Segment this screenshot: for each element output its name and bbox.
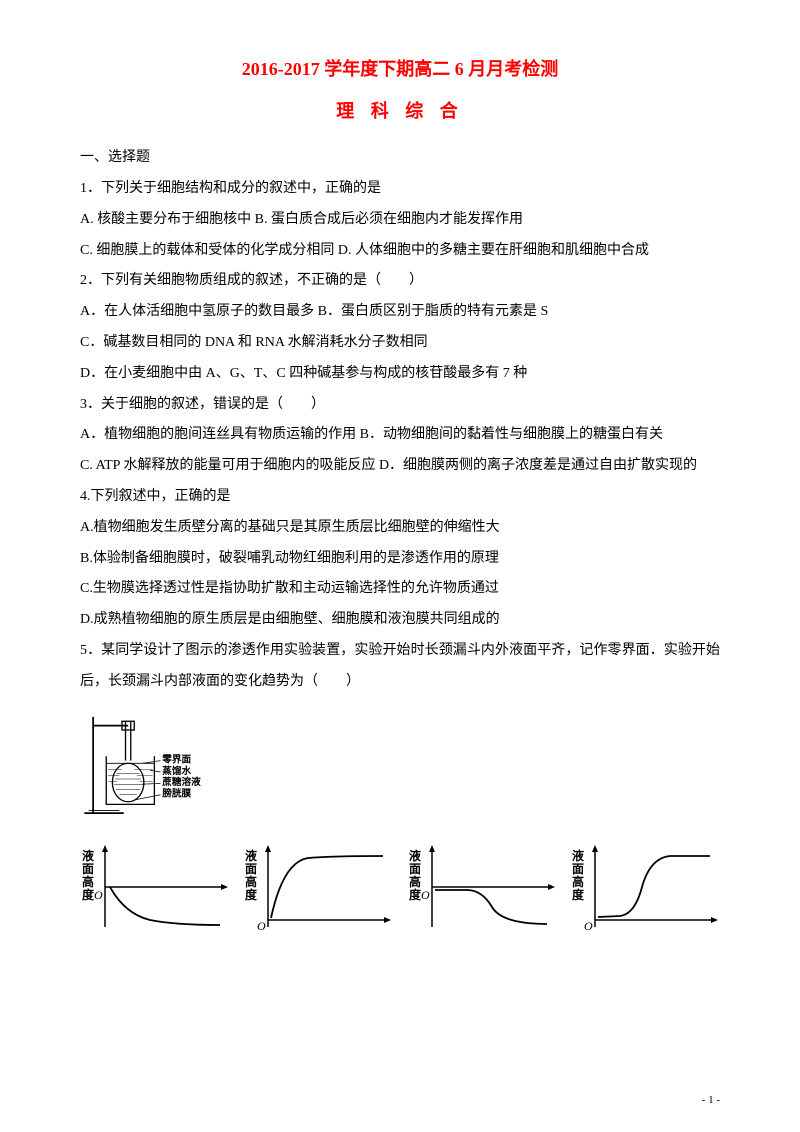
svg-text:O: O	[257, 919, 266, 932]
chart-b: 液面高度 O	[243, 842, 393, 932]
question-4-stem: 4.下列叙述中，正确的是	[80, 482, 720, 513]
question-4-line2: A.植物细胞发生质壁分离的基础只是其原生质层比细胞壁的伸缩性大	[80, 513, 720, 544]
label-membrane: 膀胱膜	[161, 787, 191, 799]
label-water: 蒸馏水	[162, 764, 191, 776]
charts-row: 液面高度 O 液面高度 O 液面高度 O 液面高度 O	[80, 842, 720, 932]
question-4-line4: C.生物膜选择透过性是指协助扩散和主动运输选择性的允许物质通过	[80, 574, 720, 605]
question-3-line3: C. ATP 水解释放的能量可用于细胞内的吸能反应 D．细胞膜两侧的离子浓度差是…	[80, 451, 720, 482]
question-2-line3: C．碱基数目相同的 DNA 和 RNA 水解消耗水分子数相同	[80, 328, 720, 359]
label-sugar: 蔗糖溶液	[161, 776, 201, 788]
svg-text:液面高度: 液面高度	[245, 848, 258, 902]
question-3-line2: A．植物细胞的胞间连丝具有物质运输的作用 B．动物细胞间的黏着性与细胞膜上的糖蛋…	[80, 420, 720, 451]
apparatus-diagram: 零界面 蒸馏水 蔗糖溶液 膀胱膜	[80, 710, 720, 833]
question-1-line2: A. 核酸主要分布于细胞核中 B. 蛋白质合成后必须在细胞内才能发挥作用	[80, 205, 720, 236]
chart-c: 液面高度 O	[407, 842, 557, 932]
section-heading: 一、选择题	[80, 143, 720, 174]
question-3-stem: 3．关于细胞的叙述，错误的是（ ）	[80, 390, 720, 421]
svg-text:O: O	[94, 888, 103, 902]
chart-a: 液面高度 O	[80, 842, 230, 932]
question-4-line3: B.体验制备细胞膜时，破裂哺乳动物红细胞利用的是渗透作用的原理	[80, 544, 720, 575]
svg-text:O: O	[584, 919, 593, 932]
question-1-line3: C. 细胞膜上的载体和受体的化学成分相同 D. 人体细胞中的多糖主要在肝细胞和肌…	[80, 236, 720, 267]
exam-subtitle: 理 科 综 合	[80, 92, 720, 132]
question-2-line4: D．在小麦细胞中由 A、G、T、C 四种碱基参与构成的核苷酸最多有 7 种	[80, 359, 720, 390]
label-zero: 零界面	[161, 754, 191, 765]
question-4-line5: D.成熟植物细胞的原生质层是由细胞壁、细胞膜和液泡膜共同组成的	[80, 605, 720, 636]
svg-text:O: O	[421, 888, 430, 902]
question-5-stem: 5．某同学设计了图示的渗透作用实验装置，实验开始时长颈漏斗内外液面平齐，记作零界…	[80, 636, 720, 698]
svg-text:液面高度: 液面高度	[572, 848, 585, 902]
chart-d: 液面高度 O	[570, 842, 720, 932]
question-2-stem: 2．下列有关细胞物质组成的叙述，不正确的是（ ）	[80, 266, 720, 297]
question-1-stem: 1．下列关于细胞结构和成分的叙述中，正确的是	[80, 174, 720, 205]
page-number: - 1 -	[702, 1088, 720, 1112]
question-2-line2: A．在人体活细胞中氢原子的数目最多 B．蛋白质区别于脂质的特有元素是 S	[80, 297, 720, 328]
exam-title: 2016-2017 学年度下期高二 6 月月考检测	[80, 50, 720, 90]
